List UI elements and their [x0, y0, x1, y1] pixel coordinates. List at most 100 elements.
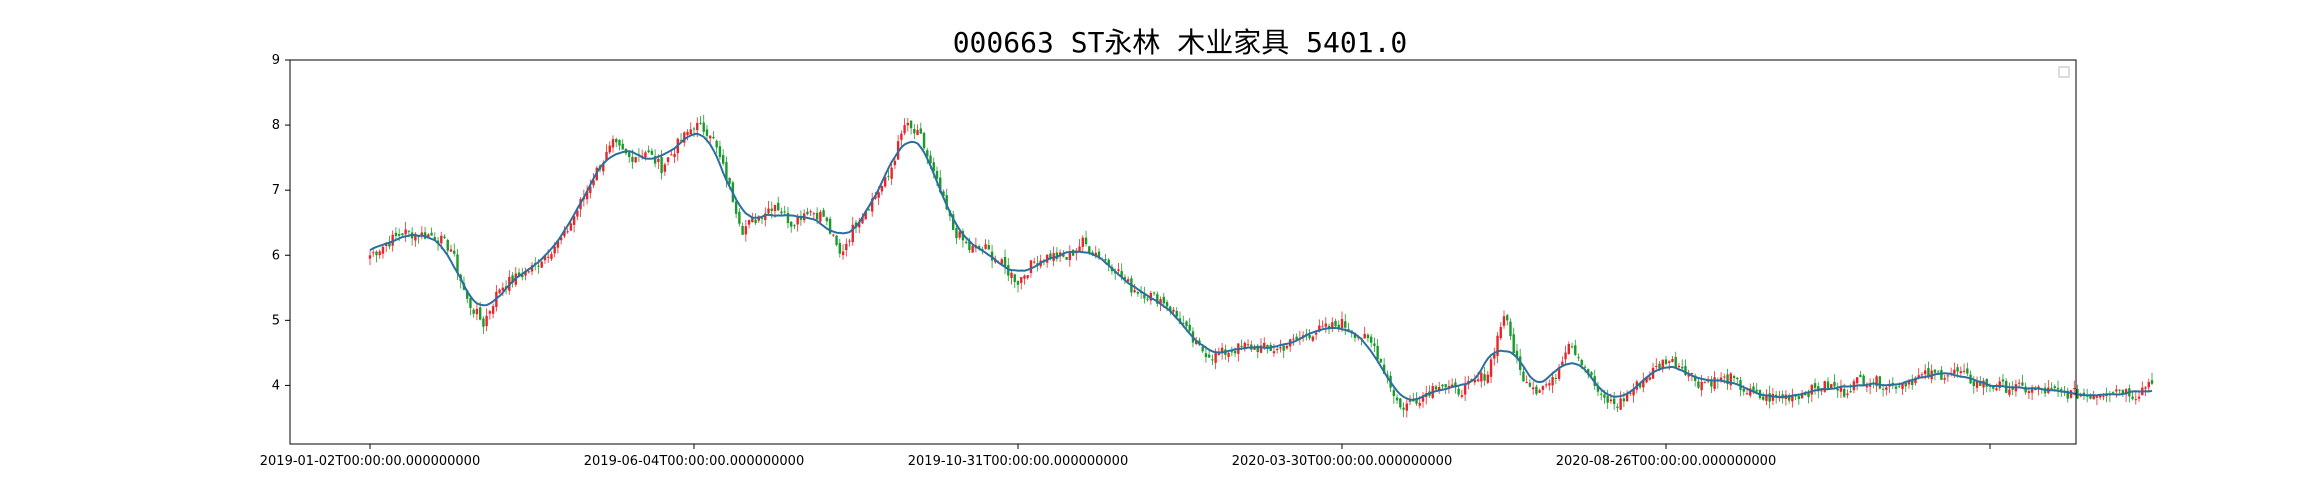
candle-body: [2124, 389, 2128, 395]
candle-body: [466, 290, 469, 299]
candle-body: [1314, 332, 1318, 335]
candle-body: [1658, 363, 1661, 369]
candle-body: [1742, 388, 1745, 392]
candle-body: [1914, 377, 1917, 384]
candle-body: [472, 309, 475, 314]
candle-body: [893, 160, 897, 166]
candle-body: [381, 246, 385, 254]
candle-body: [1062, 252, 1065, 257]
candle-body: [666, 157, 670, 162]
candle-body: [1340, 319, 1344, 329]
candle-body: [1457, 388, 1460, 395]
candle-body: [848, 240, 851, 242]
candle-body: [1081, 237, 1084, 247]
candle-body: [1344, 321, 1347, 328]
candle-body: [1736, 377, 1739, 380]
candle-body: [786, 212, 790, 224]
candle-body: [644, 152, 647, 158]
candle-body: [404, 229, 407, 235]
candle-body: [556, 240, 560, 248]
candle-body: [1045, 254, 1049, 263]
candle-body: [2001, 379, 2005, 382]
candle-body: [1337, 324, 1340, 330]
candle-body: [1797, 396, 1801, 400]
candle-body: [913, 128, 916, 134]
candle-body: [1120, 271, 1123, 277]
candle-body: [1395, 397, 1399, 401]
candle-body: [747, 220, 751, 225]
candle-body: [971, 245, 974, 253]
candle-body: [1570, 346, 1574, 348]
y-tick-label: 9: [272, 53, 280, 68]
candle-body: [1645, 377, 1648, 383]
candle-body: [2095, 396, 2099, 398]
candle-body: [796, 216, 799, 225]
candle-body: [828, 218, 832, 234]
candle-body: [1953, 369, 1956, 374]
candle-body: [952, 214, 955, 230]
candle-body: [1460, 395, 1464, 397]
candle-body: [491, 306, 495, 314]
candle-body: [372, 252, 375, 254]
candle-body: [1003, 257, 1007, 267]
candle-body: [1655, 365, 1658, 367]
candle-body: [1787, 395, 1791, 401]
candle-body: [2147, 382, 2150, 388]
candle-body: [845, 243, 848, 251]
candle-body: [1214, 352, 1217, 363]
candle-body: [1580, 360, 1583, 366]
candle-body: [1143, 294, 1146, 299]
candle-body: [589, 186, 592, 194]
candle-body: [1681, 366, 1684, 369]
candle-body: [1729, 373, 1732, 386]
candle-body: [1146, 298, 1149, 300]
candle-body: [790, 221, 793, 227]
candle-body: [401, 233, 404, 235]
candle-body: [1117, 269, 1120, 271]
candle-body: [744, 226, 748, 235]
candle-body: [773, 204, 777, 212]
candle-body: [1726, 374, 1729, 385]
candle-body: [1979, 381, 1982, 386]
candle-body: [728, 177, 731, 184]
candle-body: [1016, 281, 1020, 285]
candle-body: [1493, 354, 1496, 359]
candle-body: [1263, 342, 1266, 349]
candle-body: [2137, 396, 2141, 399]
candle-body: [822, 210, 825, 217]
candle-body: [1924, 370, 1927, 375]
candle-body: [926, 150, 929, 157]
candle-body: [433, 237, 436, 240]
candle-body: [2053, 386, 2056, 389]
candle-body: [1826, 381, 1830, 389]
candle-body: [407, 230, 411, 232]
candle-body: [1865, 385, 1869, 388]
candle-body: [1642, 379, 1645, 388]
candle-body: [1606, 396, 1609, 403]
candle-body: [984, 244, 987, 249]
candle-body: [806, 211, 809, 215]
candle-body: [994, 260, 997, 263]
candle-body: [559, 237, 563, 241]
candle-body: [1813, 383, 1817, 388]
candle-body: [615, 139, 618, 143]
candle-body: [900, 133, 903, 140]
candle-body: [686, 131, 689, 135]
candle-body: [1334, 320, 1337, 327]
candle-body: [1522, 371, 1525, 382]
candle-body: [968, 241, 971, 251]
candle-body: [540, 261, 543, 268]
candle-body: [2060, 389, 2063, 391]
candle-body: [1068, 251, 1072, 261]
candle-body: [741, 225, 744, 235]
candle-body: [922, 132, 926, 149]
candle-body: [1480, 372, 1483, 382]
candle-body: [1804, 393, 1807, 396]
candle-body: [2111, 392, 2115, 394]
candle-body: [1693, 375, 1697, 382]
candle-body: [2089, 395, 2092, 399]
candle-body: [634, 157, 637, 163]
candle-body: [712, 136, 715, 139]
candle-body: [1765, 394, 1768, 401]
candle-body: [2008, 389, 2011, 395]
